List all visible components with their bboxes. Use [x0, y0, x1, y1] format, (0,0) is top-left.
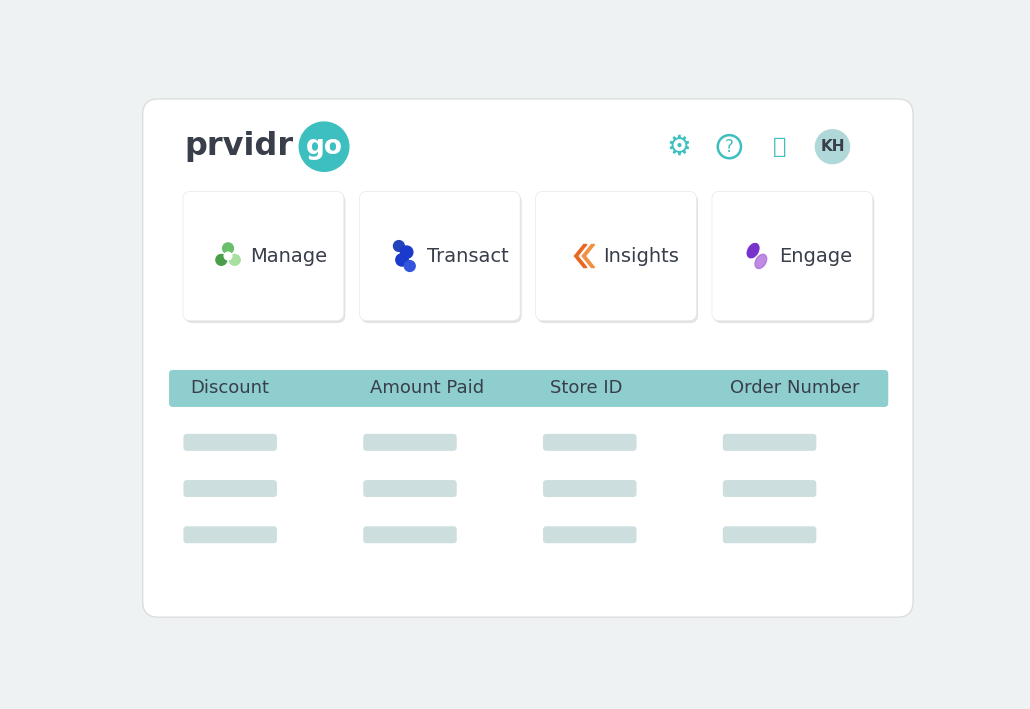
Text: Manage: Manage: [250, 247, 328, 265]
Polygon shape: [575, 245, 587, 267]
Circle shape: [816, 130, 850, 164]
Circle shape: [230, 255, 240, 265]
FancyBboxPatch shape: [712, 191, 872, 320]
Text: Amount Paid: Amount Paid: [371, 379, 484, 398]
Text: Store ID: Store ID: [550, 379, 623, 398]
FancyBboxPatch shape: [184, 194, 345, 323]
Text: Engage: Engage: [780, 247, 853, 265]
Circle shape: [401, 246, 413, 258]
Text: Discount: Discount: [191, 379, 270, 398]
Text: ?: ?: [725, 138, 733, 156]
FancyBboxPatch shape: [543, 526, 637, 543]
FancyBboxPatch shape: [714, 194, 874, 323]
Circle shape: [225, 252, 232, 260]
FancyBboxPatch shape: [543, 480, 637, 497]
Circle shape: [396, 254, 408, 266]
Text: 🔍: 🔍: [774, 137, 787, 157]
FancyBboxPatch shape: [143, 99, 913, 617]
FancyBboxPatch shape: [723, 434, 817, 451]
FancyBboxPatch shape: [538, 194, 698, 323]
FancyBboxPatch shape: [360, 194, 521, 323]
Text: Order Number: Order Number: [730, 379, 859, 398]
FancyBboxPatch shape: [723, 480, 817, 497]
FancyBboxPatch shape: [536, 191, 696, 320]
Polygon shape: [582, 245, 594, 267]
Circle shape: [405, 261, 415, 272]
Text: go: go: [306, 134, 343, 160]
Circle shape: [300, 122, 349, 172]
FancyBboxPatch shape: [183, 434, 277, 451]
FancyBboxPatch shape: [183, 526, 277, 543]
Circle shape: [222, 243, 234, 254]
FancyBboxPatch shape: [543, 434, 637, 451]
Text: Transact: Transact: [426, 247, 509, 265]
FancyBboxPatch shape: [364, 480, 456, 497]
Circle shape: [393, 240, 405, 252]
Ellipse shape: [747, 243, 759, 258]
FancyBboxPatch shape: [364, 434, 456, 451]
Text: Insights: Insights: [604, 247, 679, 265]
FancyBboxPatch shape: [364, 526, 456, 543]
Circle shape: [216, 255, 227, 265]
Text: KH: KH: [820, 139, 845, 154]
FancyBboxPatch shape: [723, 526, 817, 543]
FancyBboxPatch shape: [359, 191, 520, 320]
Text: ⚙: ⚙: [666, 133, 691, 161]
FancyBboxPatch shape: [183, 191, 344, 320]
FancyBboxPatch shape: [183, 480, 277, 497]
Text: prvidr: prvidr: [184, 131, 294, 162]
FancyBboxPatch shape: [169, 370, 888, 407]
Ellipse shape: [755, 255, 766, 269]
